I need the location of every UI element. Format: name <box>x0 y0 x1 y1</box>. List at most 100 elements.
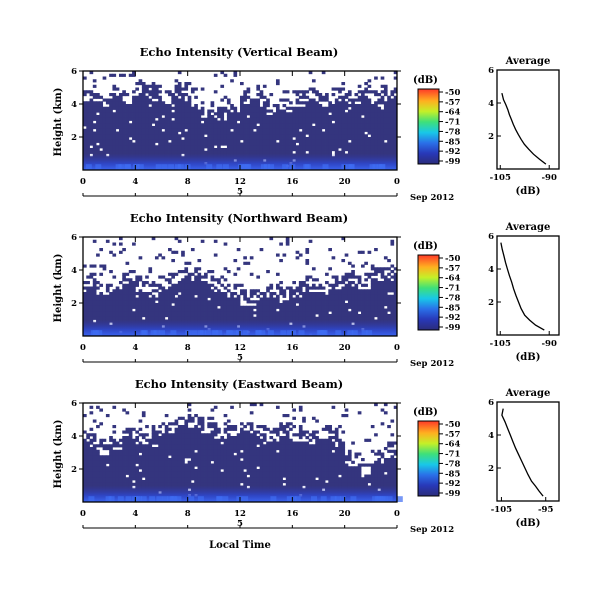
echo-cell <box>253 311 257 315</box>
echo-cell <box>292 148 296 152</box>
echo-cell <box>145 142 149 146</box>
echo-cell <box>220 303 225 307</box>
echo-cell <box>377 148 382 152</box>
echo-cell <box>305 261 310 265</box>
echo-cell <box>96 316 100 320</box>
echo-cell <box>393 286 398 290</box>
echo-cell <box>204 297 208 301</box>
echo-cell <box>393 300 398 304</box>
echo-cell <box>217 281 221 285</box>
echo-cell <box>122 430 126 434</box>
echo-cell <box>86 316 90 320</box>
echo-cell <box>272 139 277 143</box>
date-label: Sep 2012 <box>410 193 454 203</box>
echo-cell <box>112 137 117 141</box>
average-x-tick-label: -105 <box>490 339 511 349</box>
echo-cell <box>305 283 310 287</box>
echo-cell <box>236 126 241 130</box>
echo-cell <box>282 305 287 309</box>
echo-cell <box>367 98 372 102</box>
echo-cell <box>370 316 375 320</box>
echo-cell <box>256 314 261 318</box>
echo-cell <box>135 126 139 130</box>
echo-cell <box>282 311 287 315</box>
echo-cell <box>102 482 107 486</box>
echo-cell <box>141 126 146 130</box>
echo-cell <box>109 104 113 108</box>
echo-cell <box>226 270 231 274</box>
echo-cell <box>292 109 296 113</box>
echo-cell <box>364 137 368 141</box>
echo-cell <box>341 308 346 312</box>
echo-cell <box>158 123 162 127</box>
echo-cell <box>236 267 241 271</box>
echo-cell <box>164 300 169 304</box>
echo-cell <box>233 145 238 149</box>
echo-cell <box>364 292 368 296</box>
echo-cell <box>145 128 149 132</box>
echo-cell <box>275 82 280 86</box>
echo-cell <box>321 303 326 307</box>
echo-cell <box>102 460 107 464</box>
echo-cell <box>154 84 159 88</box>
echo-cell <box>158 104 162 108</box>
echo-cell <box>141 292 146 296</box>
echo-cell <box>151 134 156 138</box>
echo-cell <box>132 131 136 135</box>
echo-cell <box>315 131 319 135</box>
echo-cell <box>272 148 277 152</box>
echo-cell <box>115 300 120 304</box>
echo-cell <box>249 131 254 135</box>
echo-cell <box>321 150 326 154</box>
echo-cell <box>96 95 100 99</box>
echo-cell <box>204 139 208 143</box>
echo-cell <box>148 137 153 141</box>
echo-cell <box>89 123 94 127</box>
echo-cell <box>331 126 336 130</box>
echo-cell <box>89 463 94 467</box>
echo-cell <box>370 272 375 276</box>
echo-cell <box>135 115 139 119</box>
echo-cell <box>266 126 270 130</box>
echo-cell <box>275 303 280 307</box>
echo-cell <box>246 311 251 315</box>
echo-cell <box>377 131 382 135</box>
echo-cell <box>99 283 104 287</box>
echo-cell <box>240 82 244 86</box>
echo-cell <box>249 109 254 113</box>
echo-cell <box>315 292 319 296</box>
echo-cell <box>86 106 90 110</box>
echo-cell <box>223 303 228 307</box>
echo-cell <box>341 303 346 307</box>
echo-cell <box>230 120 234 124</box>
echo-cell <box>246 316 251 320</box>
echo-cell <box>217 142 221 146</box>
echo-cell <box>158 303 162 307</box>
echo-cell <box>302 93 306 97</box>
echo-cell <box>344 292 349 296</box>
echo-cell <box>141 95 146 99</box>
echo-cell <box>207 126 211 130</box>
echo-cell <box>174 272 179 276</box>
echo-cell <box>99 466 104 470</box>
echo-cell <box>132 286 136 290</box>
echo-cell <box>184 267 189 271</box>
echo-cell <box>380 90 385 94</box>
echo-cell <box>102 126 107 130</box>
echo-cell <box>374 283 378 287</box>
echo-cell <box>266 145 270 149</box>
echo-cell <box>285 115 290 119</box>
echo-cell <box>181 109 185 113</box>
echo-cell <box>341 109 346 113</box>
echo-cell <box>377 117 382 121</box>
echo-cell <box>298 303 303 307</box>
echo-cell <box>118 463 123 467</box>
echo-cell <box>132 98 136 102</box>
echo-cell <box>92 297 97 301</box>
echo-cell <box>308 294 313 298</box>
echo-cell <box>154 87 159 91</box>
echo-cell <box>272 134 277 138</box>
echo-cell <box>279 139 283 143</box>
echo-cell <box>145 90 149 94</box>
echo-cell <box>141 281 146 285</box>
